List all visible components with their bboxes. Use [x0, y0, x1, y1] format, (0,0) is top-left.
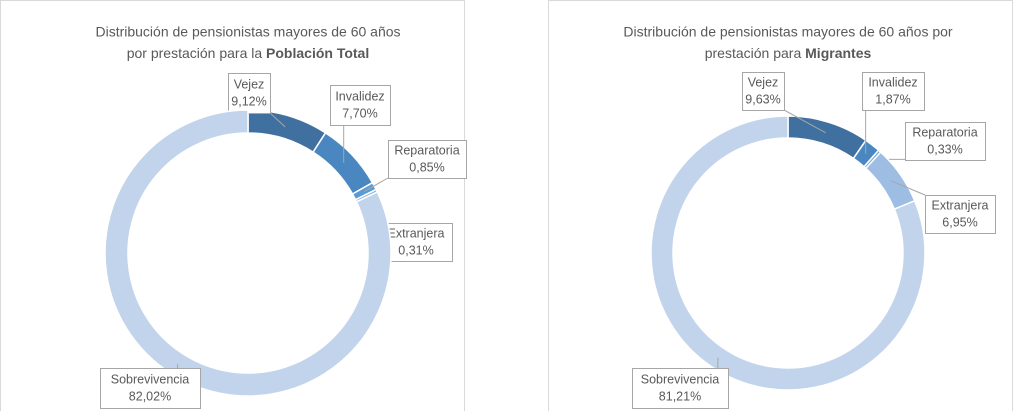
leader-line — [891, 180, 926, 196]
label-box — [632, 368, 729, 409]
label-box — [380, 223, 453, 262]
label-box — [388, 140, 467, 179]
label-name: Reparatoria — [394, 143, 459, 157]
chart-title: por prestación para la Población Total — [127, 45, 370, 61]
leader-line — [363, 177, 389, 192]
label-box — [862, 72, 925, 111]
chart-title: prestación para Migrantes — [705, 45, 872, 61]
label-value: 1,87% — [875, 92, 910, 106]
label-value: 0,31% — [398, 243, 433, 257]
donut-segment — [104, 109, 392, 397]
label-box — [330, 85, 391, 126]
label-box — [905, 122, 986, 161]
label-box — [742, 72, 785, 111]
panel — [0, 0, 465, 411]
leader-line — [269, 112, 286, 128]
donut-segment — [247, 109, 327, 154]
chart-title: Distribución de pensionistas mayores de … — [623, 24, 953, 40]
label-value: 7,70% — [342, 106, 377, 120]
label-name: Sobrevivencia — [111, 372, 190, 386]
label-name: Invalidez — [335, 89, 384, 103]
label-name: Reparatoria — [912, 125, 977, 139]
label-name: Extranjera — [388, 226, 445, 240]
label-value: 9,12% — [231, 94, 266, 108]
label-name: Invalidez — [868, 75, 917, 89]
label-value: 0,33% — [927, 142, 962, 156]
donut-segment — [650, 115, 926, 391]
label-box — [100, 368, 201, 409]
chart-title: Distribución de pensionistas mayores de … — [95, 24, 400, 40]
label-box — [228, 73, 271, 114]
label-value: 0,85% — [409, 160, 444, 174]
donut-segment — [787, 115, 867, 160]
leader-line — [783, 109, 826, 134]
label-value: 6,95% — [942, 215, 977, 229]
label-value: 81,21% — [659, 389, 701, 403]
chart-title-bold: Población Total — [266, 45, 369, 61]
label-box — [925, 195, 996, 234]
donut-segment — [312, 131, 374, 196]
label-name: Sobrevivencia — [641, 372, 720, 386]
chart-title-bold: Migrantes — [805, 45, 871, 61]
label-value: 9,63% — [745, 92, 780, 106]
label-name: Vejez — [748, 75, 779, 89]
chart-title-part: prestación para — [705, 45, 802, 61]
label-name: Extranjera — [932, 198, 989, 212]
chart-title-part: por prestación para la — [127, 45, 263, 61]
label-value: 82,02% — [129, 389, 171, 403]
label-name: Vejez — [234, 77, 265, 91]
